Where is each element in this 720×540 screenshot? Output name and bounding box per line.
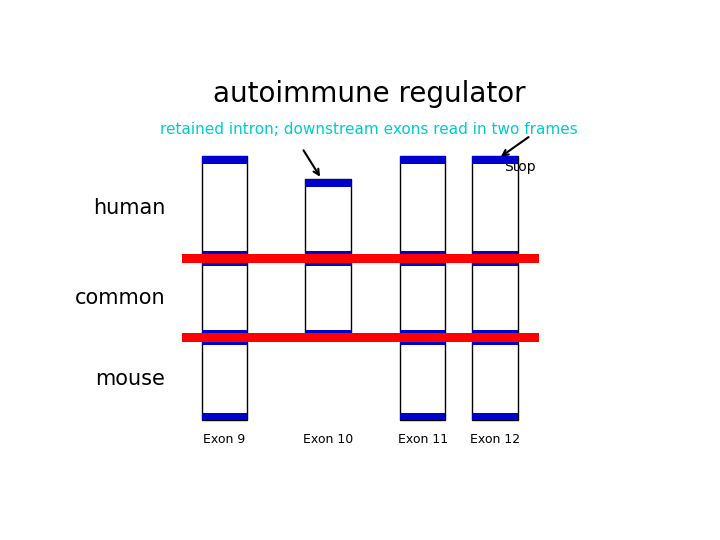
Bar bbox=[305, 179, 351, 258]
Bar bbox=[202, 156, 248, 164]
Bar bbox=[400, 258, 446, 337]
Bar bbox=[400, 156, 446, 258]
Bar bbox=[472, 337, 518, 345]
Bar bbox=[182, 333, 539, 342]
Bar bbox=[202, 258, 248, 337]
Bar bbox=[400, 329, 446, 337]
Bar bbox=[472, 251, 518, 258]
Bar bbox=[472, 413, 518, 420]
Bar bbox=[305, 179, 351, 187]
Text: Exon 12: Exon 12 bbox=[470, 433, 520, 446]
Bar bbox=[472, 258, 518, 337]
Bar bbox=[400, 156, 446, 164]
Bar bbox=[305, 251, 351, 258]
Bar bbox=[400, 251, 446, 258]
Bar bbox=[305, 329, 351, 337]
Bar bbox=[472, 258, 518, 266]
Bar bbox=[182, 254, 539, 263]
Bar bbox=[400, 413, 446, 420]
Text: Exon 11: Exon 11 bbox=[397, 433, 448, 446]
Bar bbox=[202, 329, 248, 337]
Bar bbox=[202, 413, 248, 420]
Bar bbox=[472, 329, 518, 337]
Bar bbox=[202, 337, 248, 420]
Text: mouse: mouse bbox=[96, 369, 166, 389]
Bar bbox=[202, 337, 248, 345]
Bar bbox=[472, 156, 518, 258]
Bar bbox=[305, 258, 351, 337]
Text: human: human bbox=[93, 198, 166, 218]
Bar bbox=[400, 258, 446, 266]
Text: Exon 10: Exon 10 bbox=[302, 433, 353, 446]
Bar bbox=[202, 258, 248, 266]
Text: Exon 9: Exon 9 bbox=[203, 433, 246, 446]
Bar bbox=[400, 337, 446, 345]
Text: Stop: Stop bbox=[504, 160, 536, 174]
Bar bbox=[472, 337, 518, 420]
Text: common: common bbox=[75, 288, 166, 308]
Text: autoimmune regulator: autoimmune regulator bbox=[212, 80, 526, 108]
Bar bbox=[472, 156, 518, 164]
Bar bbox=[305, 258, 351, 266]
Bar bbox=[400, 337, 446, 420]
Text: retained intron; downstream exons read in two frames: retained intron; downstream exons read i… bbox=[160, 122, 578, 137]
Bar bbox=[202, 251, 248, 258]
Bar bbox=[202, 156, 248, 258]
